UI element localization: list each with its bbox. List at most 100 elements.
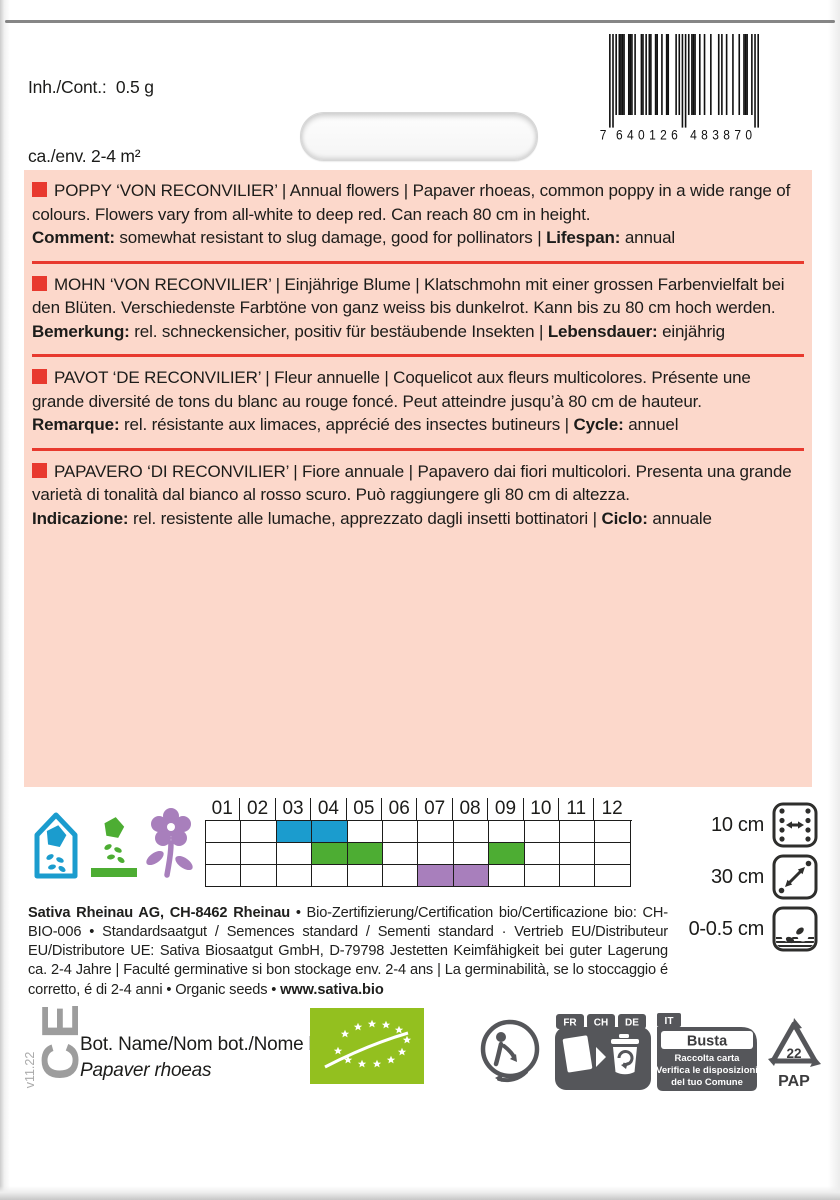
calendar-cell-sowing-under-glass-3 — [276, 821, 313, 843]
row-distance: 10 cm — [648, 802, 818, 848]
description-body: PAPAVERO ‘DI RECONVILIER’ | Fiore annual… — [32, 461, 792, 505]
calendar-cell-direct-sowing-10 — [524, 843, 561, 865]
calendar-month-label: 11 — [559, 798, 595, 820]
plant-spacing-icon — [772, 854, 818, 900]
svg-text:6: 6 — [671, 127, 678, 142]
svg-text:del tuo Comune: del tuo Comune — [671, 1077, 743, 1088]
calendar-cell-direct-sowing-8 — [453, 843, 490, 865]
cycle-label: Lifespan: — [546, 228, 621, 247]
svg-text:8: 8 — [701, 127, 708, 142]
note-label: Bemerkung: — [32, 321, 130, 341]
row-distance-label: 10 cm — [711, 813, 764, 836]
lang-block-french: PAVOT ‘DE RECONVILIER’ | Fleur annuelle … — [32, 354, 804, 448]
calendar-cell-direct-sowing-3 — [276, 843, 313, 865]
description-body: PAVOT ‘DE RECONVILIER’ | Fleur annuelle … — [32, 368, 751, 411]
svg-text:0: 0 — [745, 127, 752, 142]
calendar-cell-flowering-5 — [347, 865, 384, 887]
calendar-month-header-row: 01 02 03 04 05 06 07 08 09 10 11 12 — [205, 794, 631, 820]
svg-text:PAP: PAP — [778, 1073, 810, 1090]
calendar-cell-direct-sowing-7 — [418, 843, 454, 865]
note-line-fr: Remarque: rel. résistante aux limaces, a… — [32, 413, 804, 437]
calendar-cell-flowering-4 — [312, 865, 348, 887]
calendar-cell-sowing-under-glass-4 — [312, 821, 348, 843]
plant-distance-label: 30 cm — [711, 865, 764, 888]
calendar-cell-flowering-6 — [383, 865, 419, 887]
red-square-bullet-icon — [32, 462, 47, 478]
svg-text:2: 2 — [660, 127, 667, 142]
svg-text:6: 6 — [616, 127, 623, 142]
note-label: Comment: — [32, 228, 115, 247]
company-details: • Bio-Zertifizierung/Certification bio/C… — [28, 904, 668, 998]
svg-text:Busta: Busta — [687, 1034, 728, 1050]
calendar-cell-direct-sowing-2 — [241, 843, 277, 865]
packet-top-seam — [5, 20, 835, 23]
botanical-name-label: Bot. Name/Nom bot./Nome bot.: — [80, 1034, 345, 1055]
description-text-en: POPPY ‘VON RECONVILIER’ | Annual flowers… — [32, 179, 804, 226]
calendar-cell-sowing-under-glass-5 — [347, 821, 384, 843]
cycle-text: annuel — [623, 415, 679, 434]
calendar-cell-sowing-under-glass-11 — [560, 821, 596, 843]
calendar-cell-sowing-under-glass-2 — [241, 821, 277, 843]
calendar-month-label: 12 — [601, 798, 623, 819]
cycle-text: einjährig — [657, 321, 725, 341]
calendar-cell-sowing-under-glass-6 — [383, 821, 419, 843]
svg-text:IT: IT — [665, 1016, 674, 1027]
packet-bottom-edge-shadow — [0, 1186, 840, 1200]
company-website: www.sativa.bio — [280, 981, 384, 998]
description-text-fr: PAVOT ‘DE RECONVILIER’ | Fleur annuelle … — [32, 366, 804, 413]
calendar-month-label: 02 — [240, 798, 276, 820]
botanical-name-value: Papaver rhoeas — [80, 1060, 212, 1081]
sowing-under-glass-icon — [33, 809, 79, 886]
calendar-month-label: 09 — [488, 798, 524, 820]
packet-right-edge-shadow — [828, 0, 840, 1200]
red-square-bullet-icon — [32, 275, 47, 291]
svg-text:8: 8 — [723, 127, 730, 142]
calendar-cell-sowing-under-glass-7 — [418, 821, 454, 843]
lang-block-english: POPPY ‘VON RECONVILIER’ | Annual flowers… — [32, 170, 804, 261]
calendar-cell-direct-sowing-6 — [383, 843, 419, 865]
direct-sowing-icon — [90, 815, 138, 886]
description-panel: POPPY ‘VON RECONVILIER’ | Annual flowers… — [24, 170, 812, 787]
svg-text:4: 4 — [690, 127, 697, 142]
packet-left-edge-shadow — [0, 0, 10, 1200]
calendar-cell-flowering-11 — [560, 865, 596, 887]
calendar-cell-sowing-under-glass-9 — [489, 821, 525, 843]
note-text: rel. résistante aux limaces, apprécié de… — [119, 415, 574, 434]
description-text-de: MOHN ‘VON RECONVILIER’ | Einjährige Blum… — [32, 273, 804, 320]
calendar-cell-flowering-1 — [206, 865, 242, 887]
cycle-text: annual — [620, 228, 676, 247]
calendar-month-label: 04 — [311, 798, 347, 820]
company-name: Sativa Rheinau AG, CH-8462 Rheinau — [28, 904, 291, 921]
note-text: rel. schneckensicher, positiv für bestäu… — [129, 321, 548, 341]
svg-text:Verifica le disposizioni: Verifica le disposizioni — [657, 1065, 757, 1076]
svg-text:7: 7 — [734, 127, 741, 142]
note-line-it: Indicazione: rel. resistente alle lumach… — [32, 507, 804, 531]
calendar-cell-direct-sowing-9 — [489, 843, 525, 865]
calendar-cell-flowering-7 — [418, 865, 454, 887]
calendar-cell-flowering-2 — [241, 865, 277, 887]
note-label: Indicazione: — [32, 508, 129, 528]
red-square-bullet-icon — [32, 369, 47, 384]
busta-paper-collection-icon: IT Busta Raccolta carta Verifica le disp… — [656, 1013, 758, 1098]
plant-distance: 30 cm — [648, 854, 818, 900]
svg-text:Raccolta carta: Raccolta carta — [675, 1053, 741, 1064]
svg-text:22: 22 — [786, 1046, 801, 1061]
calendar-cell-sowing-under-glass-12 — [595, 821, 631, 843]
svg-text:1: 1 — [649, 127, 656, 142]
ce-mark: CE — [32, 999, 90, 1081]
svg-text:0: 0 — [638, 127, 645, 142]
red-square-bullet-icon — [32, 182, 47, 197]
description-text-it: PAPAVERO ‘DI RECONVILIER’ | Fiore annual… — [32, 460, 804, 507]
sowing-depth-icon — [772, 906, 818, 952]
calendar-cell-direct-sowing-4 — [312, 843, 348, 865]
coverage-area: ca./env. 2-4 m² — [28, 146, 141, 166]
calendar-cell-flowering-8 — [453, 865, 490, 887]
description-body: POPPY ‘VON RECONVILIER’ | Annual flowers… — [32, 181, 791, 224]
company-info: Sativa Rheinau AG, CH-8462 Rheinau • Bio… — [28, 904, 668, 1000]
note-line-de: Bemerkung: rel. schneckensicher, positiv… — [32, 320, 804, 344]
calendar-cell-flowering-3 — [276, 865, 313, 887]
calendar-month-label: 06 — [382, 798, 418, 820]
lang-block-italian: PAPAVERO ‘DI RECONVILIER’ | Fiore annual… — [32, 447, 804, 542]
calendar-cell-direct-sowing-1 — [206, 843, 242, 865]
